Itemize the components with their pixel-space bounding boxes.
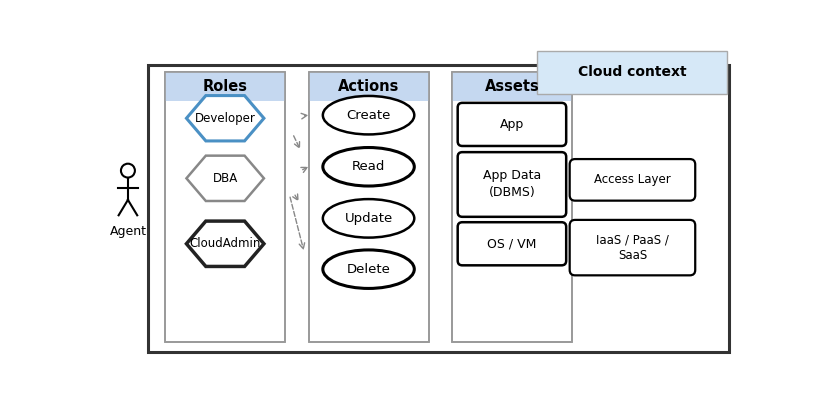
Text: OS / VM: OS / VM	[488, 237, 536, 250]
Text: Assets: Assets	[484, 79, 540, 94]
Polygon shape	[186, 155, 264, 201]
FancyBboxPatch shape	[458, 152, 566, 217]
Ellipse shape	[323, 250, 414, 288]
FancyBboxPatch shape	[452, 72, 572, 101]
Ellipse shape	[323, 148, 414, 186]
FancyBboxPatch shape	[309, 72, 429, 101]
FancyBboxPatch shape	[458, 103, 566, 146]
FancyBboxPatch shape	[570, 159, 695, 201]
FancyBboxPatch shape	[165, 72, 285, 101]
Text: DBA: DBA	[213, 172, 238, 185]
Text: Agent: Agent	[110, 224, 146, 237]
FancyBboxPatch shape	[148, 65, 729, 352]
Text: Create: Create	[346, 109, 391, 122]
FancyBboxPatch shape	[452, 72, 572, 341]
Text: Access Layer: Access Layer	[594, 173, 671, 186]
FancyBboxPatch shape	[570, 220, 695, 275]
Ellipse shape	[323, 96, 414, 134]
Text: Developer: Developer	[195, 112, 256, 125]
Text: App: App	[500, 118, 524, 131]
Text: CloudAdmin: CloudAdmin	[190, 237, 261, 250]
Ellipse shape	[323, 199, 414, 237]
Text: Actions: Actions	[338, 79, 399, 94]
Text: Roles: Roles	[203, 79, 248, 94]
Polygon shape	[186, 95, 264, 141]
Text: App Data
(DBMS): App Data (DBMS)	[483, 169, 541, 200]
Text: Delete: Delete	[346, 263, 390, 276]
Text: IaaS / PaaS /
SaaS: IaaS / PaaS / SaaS	[596, 233, 669, 262]
Text: Read: Read	[352, 160, 385, 173]
FancyBboxPatch shape	[537, 51, 727, 93]
FancyBboxPatch shape	[165, 72, 285, 341]
FancyBboxPatch shape	[458, 222, 566, 265]
Text: Cloud context: Cloud context	[578, 65, 686, 80]
Polygon shape	[186, 221, 264, 266]
FancyBboxPatch shape	[309, 72, 429, 341]
Text: Update: Update	[345, 212, 393, 225]
